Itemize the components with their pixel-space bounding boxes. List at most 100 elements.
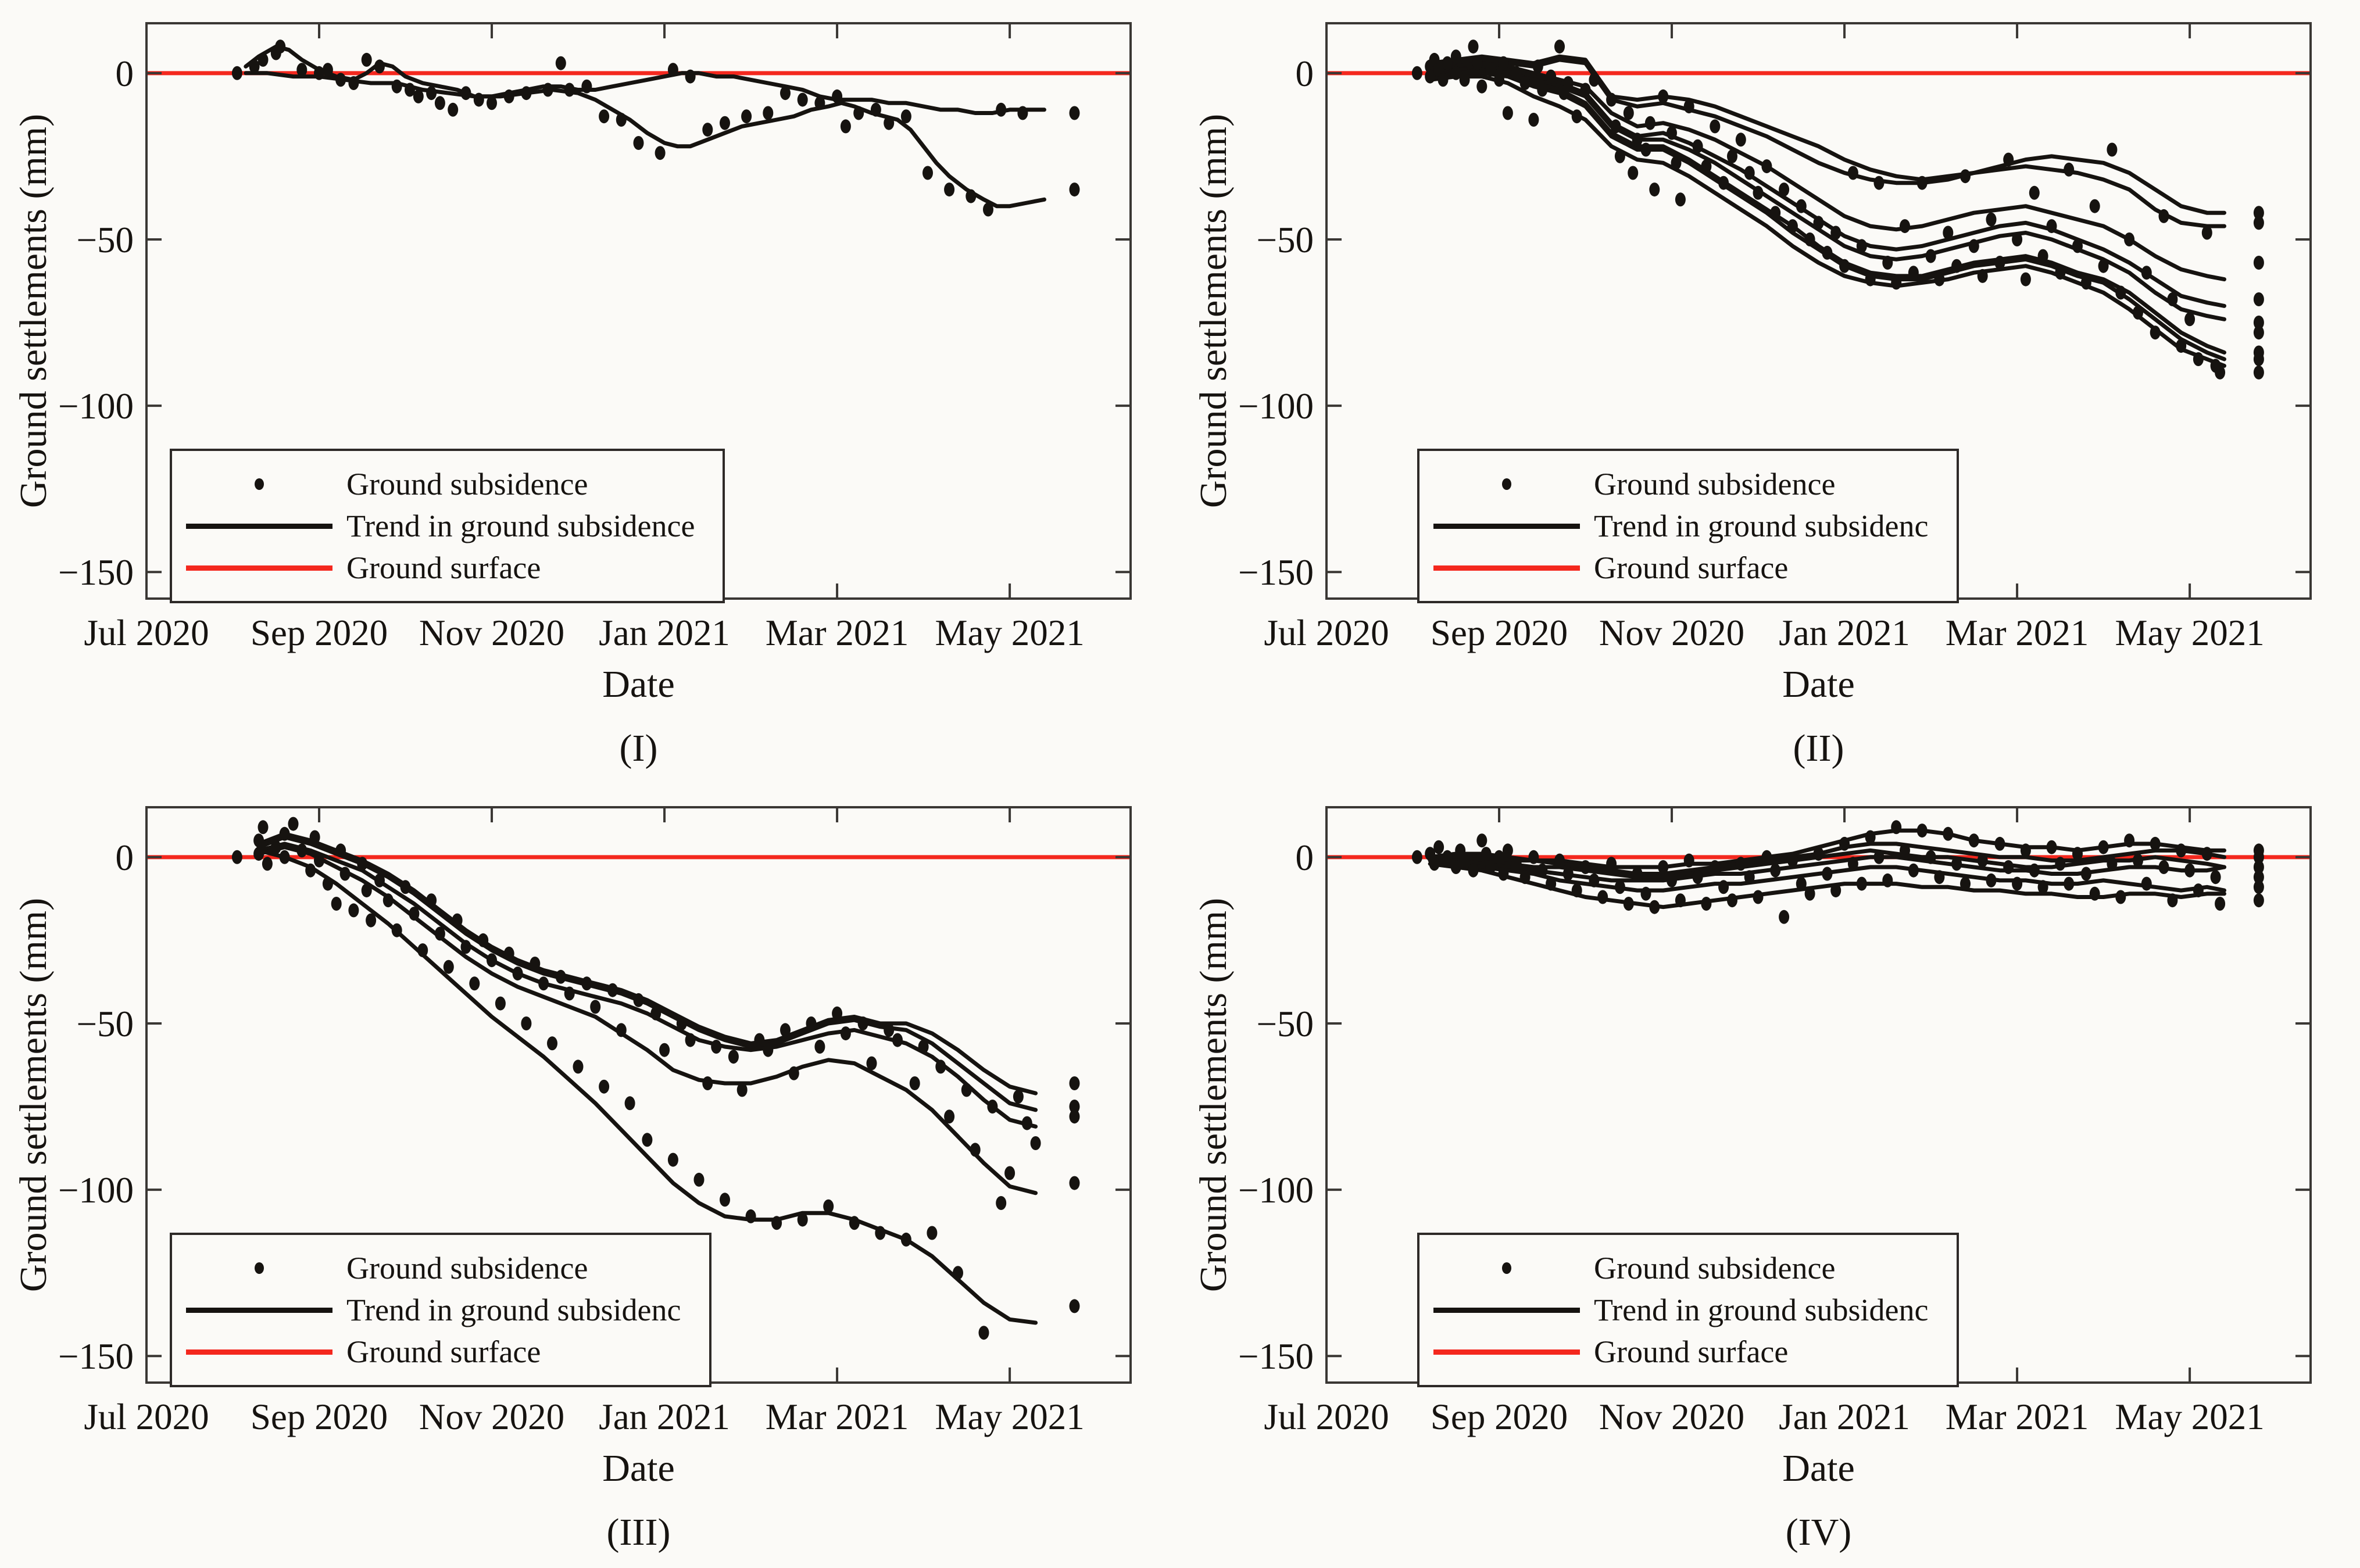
subsidence-dot (581, 79, 592, 94)
subsidence-dot (1753, 890, 1764, 904)
trend-line-trend-3 (256, 842, 1038, 1129)
subsidence-dot (966, 189, 977, 203)
trend-line-trend-6 (1428, 67, 2226, 355)
subsidence-dot (693, 1172, 705, 1187)
subsidence-dot (1614, 880, 1625, 894)
subsidence-dot (1813, 847, 1824, 861)
subsidence-dot (2115, 890, 2126, 904)
x-axis-label: Date (602, 663, 675, 706)
subsidence-dot (1701, 159, 1712, 174)
legend-line-icon (1433, 1349, 1580, 1355)
legend-symbol (172, 478, 346, 490)
subsidence-dot (473, 92, 484, 107)
subsidence-dot (1856, 876, 1867, 891)
subsidence-dot (1069, 106, 1080, 120)
subsidence-dot (1606, 92, 1617, 107)
subsidence-dot (1744, 870, 1755, 885)
panel-caption: (IV) (1785, 1511, 1852, 1553)
trend-line-trend-1 (1428, 54, 2226, 215)
legend-box: Ground subsidence Trend in ground subside… (170, 449, 725, 603)
subsidence-dot (335, 73, 346, 87)
x-tick-label: May 2021 (2115, 613, 2264, 653)
subsidence-dot (832, 89, 843, 103)
subsidence-dot (2253, 316, 2264, 330)
panel-III: Jul 2020 Sep 2020 Nov 2020 Jan 2021 Mar 2021… (0, 784, 1180, 1568)
subsidence-dot (840, 119, 851, 134)
subsidence-dot (996, 102, 1007, 117)
subsidence-dot (1916, 176, 1928, 190)
subsidence-dot (1692, 870, 1703, 885)
subsidence-dot (763, 1043, 774, 1057)
subsidence-dot (2215, 365, 2226, 380)
subsidence-dot (426, 86, 437, 101)
subsidence-dot (2020, 272, 2031, 287)
subsidence-dot (2253, 870, 2264, 885)
subsidence-dot (806, 1016, 817, 1030)
subsidence-dot (1485, 860, 1496, 874)
subsidence-dot (1753, 185, 1764, 200)
legend-row: Ground subsidence (172, 1250, 681, 1286)
y-tick-label: 0 (1296, 53, 1314, 94)
subsidence-dot (983, 202, 993, 217)
subsidence-dot (1830, 883, 1841, 898)
subsidence-dot (1908, 266, 1919, 280)
subsidence-dot (2253, 206, 2264, 220)
subsidence-dot (1908, 863, 1919, 878)
subsidence-dot (460, 86, 471, 101)
subsidence-dot (2150, 836, 2161, 851)
legend-line-icon (1433, 565, 1580, 571)
subsidence-dot (400, 880, 411, 894)
subsidence-dot (2193, 883, 2204, 898)
subsidence-dot (487, 953, 497, 968)
subsidence-dot (1787, 219, 1798, 234)
legend-line-icon (1433, 1307, 1580, 1313)
legend-row: Trend in ground subsidenc (1419, 508, 1929, 544)
legend-line-icon (186, 565, 332, 571)
subsidence-dot (1537, 863, 1548, 878)
subsidence-dot (642, 1133, 653, 1147)
subsidence-dot (1986, 212, 1997, 227)
subsidence-dot (1472, 56, 1483, 70)
subsidence-dot (339, 867, 351, 881)
subsidence-dot (434, 926, 445, 941)
subsidence-dot (2012, 232, 2023, 246)
legend-row: Ground subsidence (172, 466, 695, 502)
subsidence-dot (918, 1040, 929, 1054)
subsidence-dot (1614, 149, 1625, 163)
subsidence-dot (745, 1209, 756, 1223)
subsidence-dot (1761, 850, 1772, 864)
subsidence-dot (391, 923, 402, 937)
subsidence-dot (823, 1199, 834, 1213)
subsidence-dot (900, 109, 911, 124)
subsidence-dot (296, 63, 307, 77)
subsidence-dot (1710, 860, 1721, 874)
subsidence-dot (961, 1083, 972, 1097)
legend-symbol (172, 1262, 346, 1274)
subsidence-dot (1675, 192, 1686, 207)
subsidence-dot (1718, 880, 1729, 894)
subsidence-dot (996, 1196, 1007, 1210)
subsidence-dot (616, 1023, 627, 1037)
subsidence-dot (1571, 883, 1582, 898)
legend-line-icon (1433, 523, 1580, 529)
subsidence-dot (1934, 870, 1945, 885)
x-tick-label: Jul 2020 (1264, 1397, 1389, 1437)
subsidence-dot (1069, 1076, 1080, 1090)
legend-box: Ground subsidence Trend in ground subside… (170, 1233, 711, 1387)
subsidence-dot (659, 1043, 670, 1057)
subsidence-dot (2098, 840, 2109, 854)
subsidence-dot (1761, 159, 1772, 174)
subsidence-dot (2141, 876, 2152, 891)
subsidence-dot (1822, 245, 1833, 260)
subsidence-dot (1554, 40, 1565, 54)
legend-symbol (1419, 478, 1594, 490)
subsidence-dot (1779, 182, 1790, 197)
subsidence-dot (1511, 857, 1522, 871)
legend-label: Ground subsidence (1594, 467, 1836, 502)
subsidence-dot (1069, 182, 1080, 197)
subsidence-dot (1546, 69, 1557, 84)
subsidence-dot (599, 1079, 610, 1094)
subsidence-dot (870, 102, 881, 117)
subsidence-dot (2003, 860, 2014, 874)
subsidence-dot (1450, 66, 1461, 80)
